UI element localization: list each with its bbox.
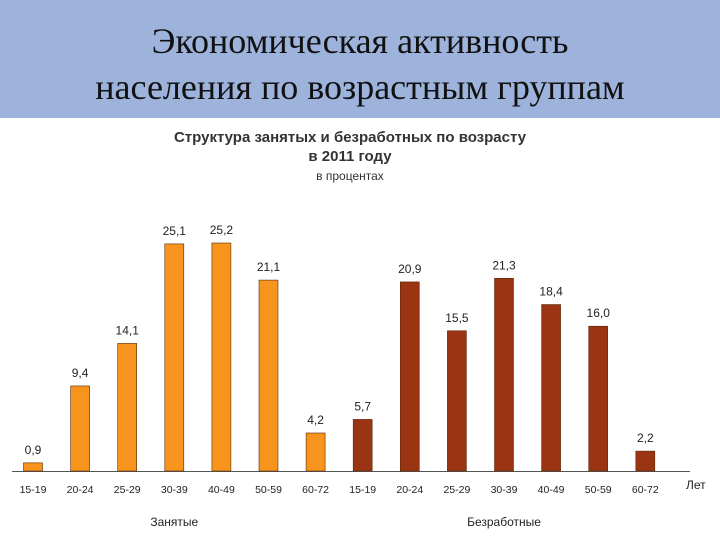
bar-unemployed-20-24 [399, 281, 420, 472]
x-tick-label: 40-49 [208, 484, 235, 496]
slide-title-line2: населения по возрастным группам [95, 67, 625, 107]
bar-value-label: 15,5 [445, 311, 469, 325]
bar-value-label: 21,3 [492, 258, 516, 272]
bar-employed-20-24 [70, 385, 90, 472]
bar-value-label: 20,9 [398, 262, 422, 276]
x-tick-label: 20-24 [396, 484, 423, 496]
bar-value-label: 14,1 [116, 323, 140, 337]
x-tick-label: 60-72 [632, 484, 659, 496]
bar-value-label: 9,4 [72, 366, 89, 380]
group-label-unemployed: Безработные [467, 515, 541, 529]
x-tick-label: 50-59 [255, 484, 282, 496]
slide-title: Экономическая активность населения по во… [0, 18, 720, 110]
chart-subtitle: в процентах [316, 169, 384, 183]
bar-value-label: 0,9 [25, 443, 42, 457]
x-tick-label: 30-39 [491, 484, 518, 496]
bar-value-label: 25,1 [163, 224, 187, 238]
chart-title-line2: в 2011 году [308, 148, 392, 165]
x-unit-label: Лет [686, 478, 706, 492]
bar-value-label: 25,2 [210, 223, 234, 237]
bar-unemployed-15-19 [352, 419, 373, 472]
bar-value-label: 18,4 [539, 285, 563, 299]
x-tick-label: 50-59 [585, 484, 612, 496]
x-tick-label: 15-19 [349, 484, 376, 496]
bar-employed-60-72 [305, 432, 326, 472]
chart-title: Структура занятых и безработных по возра… [0, 128, 700, 166]
bar-employed-30-39 [164, 243, 185, 472]
title-banner [0, 0, 720, 118]
x-tick-label: 30-39 [161, 484, 188, 496]
bar-value-label: 21,1 [257, 260, 281, 274]
bar-employed-50-59 [258, 279, 279, 472]
bar-value-label: 5,7 [354, 399, 371, 413]
bar-value-label: 16,0 [587, 306, 611, 320]
bar-unemployed-25-29 [447, 330, 467, 472]
bar-employed-40-49 [211, 242, 232, 472]
bar-unemployed-50-59 [588, 325, 609, 472]
x-tick-label: 60-72 [302, 484, 329, 496]
x-tick-label: 20-24 [67, 484, 94, 496]
x-tick-label: 40-49 [538, 484, 565, 496]
bar-value-label: 2,2 [637, 431, 654, 445]
x-tick-label: 25-29 [443, 484, 470, 496]
bar-unemployed-30-39 [494, 277, 514, 472]
bar-unemployed-40-49 [541, 304, 561, 472]
bar-unemployed-60-72 [635, 450, 656, 472]
group-label-employed: Занятые [150, 515, 198, 529]
slide-title-line1: Экономическая активность [151, 21, 569, 61]
chart-title-line1: Структура занятых и безработных по возра… [173, 129, 527, 146]
x-tick-label: 15-19 [20, 484, 47, 496]
bar-value-label: 4,2 [307, 413, 324, 427]
bar-employed-15-19 [23, 462, 43, 472]
x-tick-label: 25-29 [114, 484, 141, 496]
bar-employed-25-29 [117, 343, 137, 472]
